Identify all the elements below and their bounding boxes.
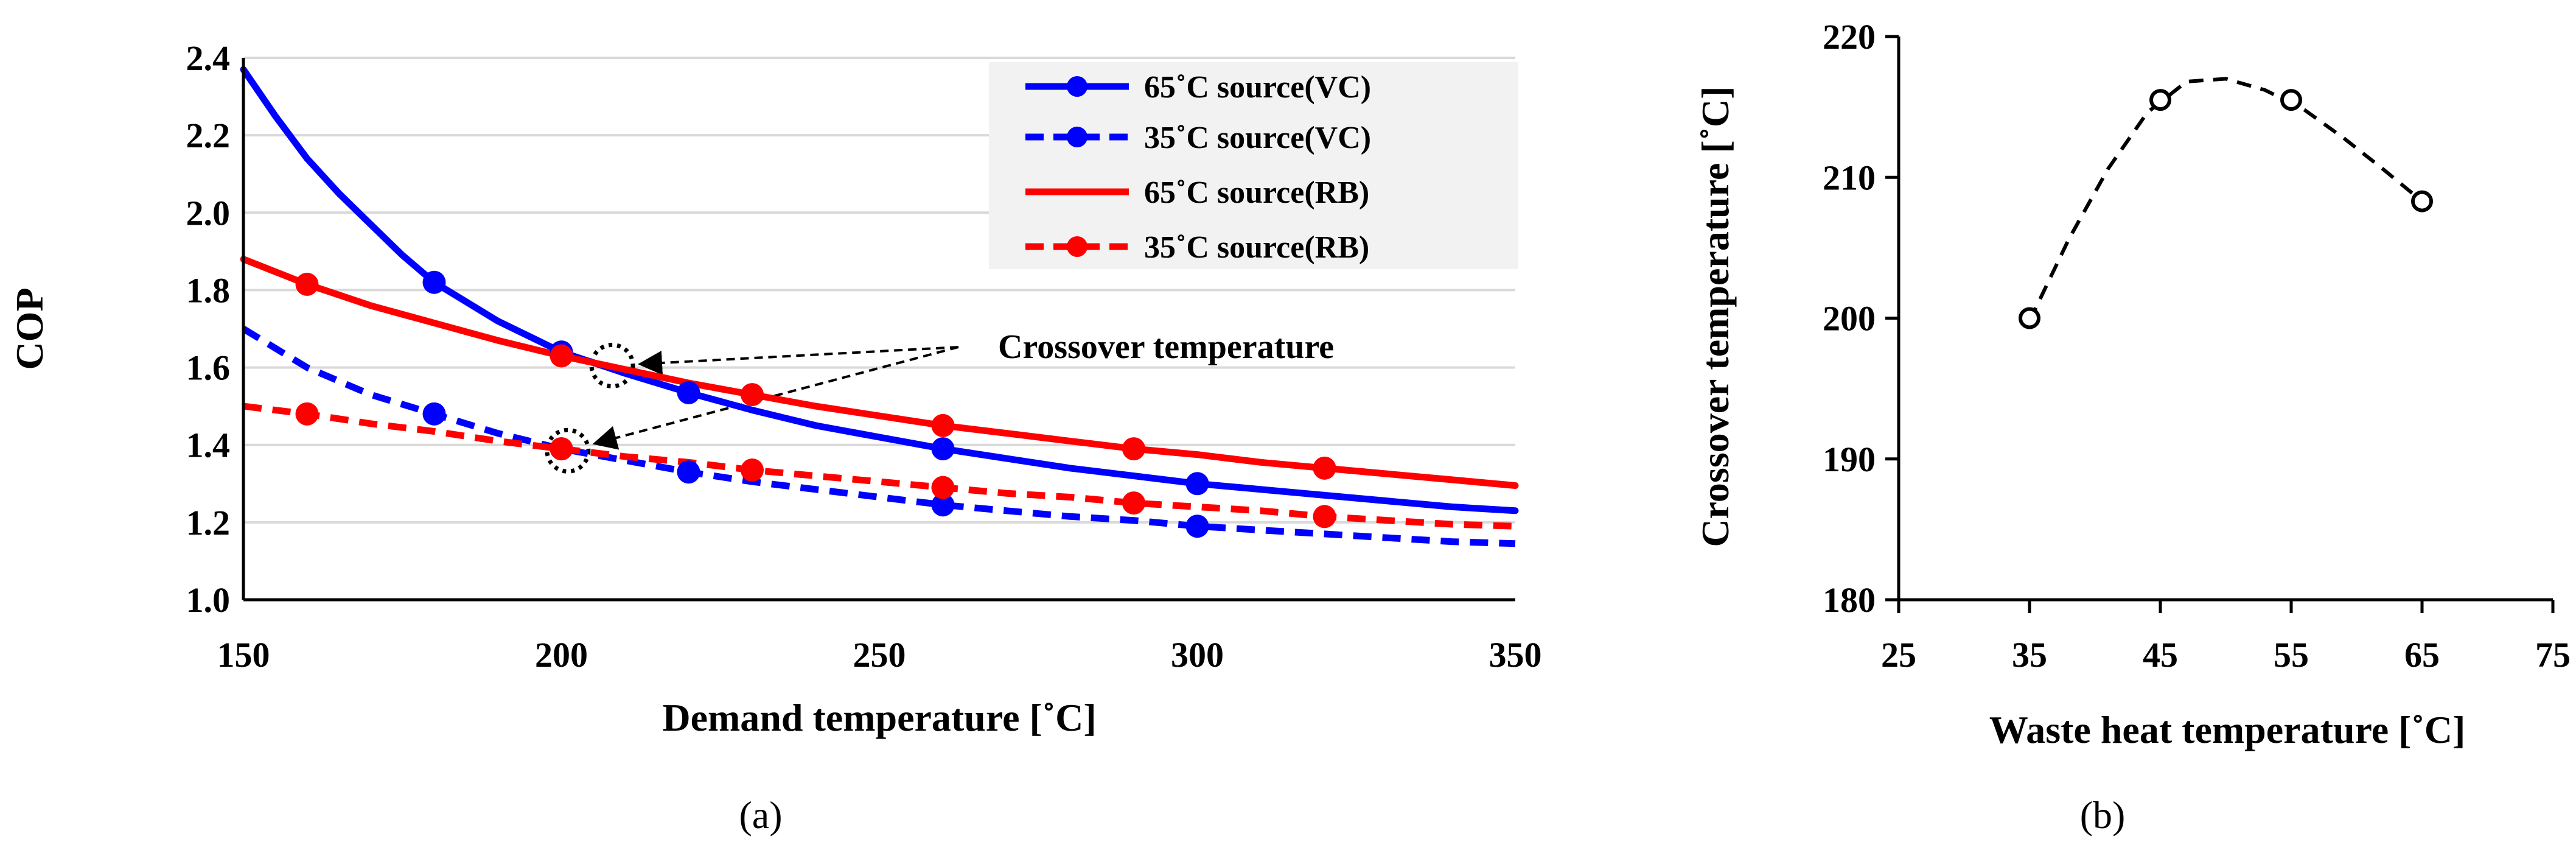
b-data-point <box>2149 89 2171 111</box>
a-panel-caption: (a) <box>739 793 782 837</box>
a-legend-entry-65rb: 65˚C source(RB) <box>1025 175 1369 210</box>
a-series-line-1 <box>242 326 1516 547</box>
a-crossover-annotation: Crossover temperature <box>998 328 1334 366</box>
b-x-tick-label: 55 <box>2274 635 2309 675</box>
a-data-point <box>295 402 319 426</box>
a-data-point <box>295 272 319 296</box>
a-x-tick-label: 300 <box>1171 635 1224 675</box>
a-data-point <box>1122 437 1145 461</box>
a-legend: 65˚C source(VC) 35˚C source(VC) 65˚C sou… <box>989 62 1518 269</box>
a-data-point <box>677 381 700 404</box>
a-data-point <box>422 402 446 426</box>
b-y-tick-label: 220 <box>1823 17 1876 57</box>
a-y-tick-label: 1.6 <box>186 348 231 388</box>
a-series-markers <box>295 270 1336 538</box>
a-data-point <box>931 413 955 437</box>
a-legend-label: 65˚C source(VC) <box>1144 70 1371 105</box>
a-legend-marker <box>1067 127 1087 147</box>
a-legend-entry-65vc: 65˚C source(VC) <box>1025 70 1371 105</box>
a-data-point <box>1313 456 1336 480</box>
b-x-tick-label: 45 <box>2143 635 2178 675</box>
b-y-tick-label: 190 <box>1823 440 1876 479</box>
b-data-point <box>2411 190 2433 212</box>
a-data-point <box>1185 472 1209 496</box>
b-panel-caption: (b) <box>2080 793 2126 837</box>
a-y-axis-title: COP <box>8 287 51 370</box>
a-legend-label: 35˚C source(RB) <box>1144 230 1369 265</box>
a-legend-label: 65˚C source(RB) <box>1144 175 1369 210</box>
a-x-tick-label: 200 <box>535 635 588 675</box>
a-legend-marker <box>1067 236 1087 257</box>
b-x-axis-title: Waste heat temperature [˚C] <box>1989 708 2466 751</box>
b-data-point <box>2019 307 2040 329</box>
a-crossover-arrows <box>545 342 959 474</box>
panel-b-scatter-chart: 180 190 200 210 220 25 35 45 55 65 75 Crossover t… <box>1694 17 2571 837</box>
a-legend-label: 35˚C source(VC) <box>1144 121 1371 155</box>
a-data-point <box>1185 515 1209 538</box>
a-data-point <box>422 270 446 294</box>
a-data-point <box>550 437 573 461</box>
a-data-point <box>1122 491 1145 515</box>
b-y-tick-label: 200 <box>1823 299 1876 339</box>
a-x-tick-label: 150 <box>217 635 270 675</box>
a-y-tick-label: 2.4 <box>186 38 231 78</box>
a-x-tick-label: 350 <box>1489 635 1542 675</box>
a-crossover-arrow <box>592 346 959 450</box>
a-data-point <box>550 344 573 368</box>
a-crossover-arrow <box>638 346 959 375</box>
a-y-tick-label: 1.4 <box>186 426 231 465</box>
b-trend-line <box>2028 77 2423 322</box>
a-legend-entry-35vc: 35˚C source(VC) <box>1025 121 1371 155</box>
a-data-point <box>931 493 955 517</box>
a-y-tick-label: 2.2 <box>186 116 231 155</box>
a-y-tick-label: 1.2 <box>186 503 231 543</box>
b-x-tick-label: 75 <box>2535 635 2571 675</box>
a-series-lines <box>240 66 1519 547</box>
b-axes <box>1885 35 2555 613</box>
b-y-tick-label: 180 <box>1823 580 1876 620</box>
a-series-line-0 <box>240 66 1519 515</box>
b-x-tick-labels: 25 35 45 55 65 75 <box>1881 635 2571 675</box>
a-legend-marker <box>1067 76 1087 97</box>
b-x-tick-label: 25 <box>1881 635 1916 675</box>
b-y-axis-title: Crossover temperature [˚C] <box>1694 86 1737 547</box>
b-trend-path <box>2028 77 2423 322</box>
a-y-tick-labels: 1.0 1.2 1.4 1.6 1.8 2.0 2.2 2.4 <box>186 38 231 620</box>
a-x-axis-title: Demand temperature [˚C] <box>662 696 1096 739</box>
a-crossover-circle <box>589 342 635 388</box>
b-y-tick-labels: 180 190 200 210 220 <box>1823 17 1876 620</box>
a-data-point <box>741 458 764 482</box>
b-data-markers <box>2019 89 2433 329</box>
a-axes <box>242 58 1515 602</box>
a-x-tick-label: 250 <box>853 635 906 675</box>
b-y-tick-label: 210 <box>1823 158 1876 197</box>
b-x-tick-label: 35 <box>2012 635 2047 675</box>
a-series-line-2 <box>240 256 1519 489</box>
a-data-point <box>1313 505 1336 529</box>
a-x-tick-labels: 150 200 250 300 350 <box>217 635 1542 675</box>
a-data-point <box>741 383 764 407</box>
b-data-point <box>2280 89 2302 111</box>
a-crossover-circle <box>545 427 591 474</box>
panel-a-line-chart: 1.0 1.2 1.4 1.6 1.8 2.0 2.2 2.4 150 200 250 300 350… <box>8 38 1542 837</box>
a-data-point <box>931 437 955 461</box>
a-y-tick-label: 1.8 <box>186 270 231 310</box>
a-data-point <box>931 476 955 499</box>
a-y-tick-label: 1.0 <box>186 580 231 620</box>
a-data-point <box>677 460 700 484</box>
a-series-line-3 <box>243 402 1516 530</box>
a-legend-entry-35rb: 35˚C source(RB) <box>1025 230 1369 265</box>
a-y-tick-label: 2.0 <box>186 193 231 233</box>
b-x-tick-label: 65 <box>2404 635 2440 675</box>
